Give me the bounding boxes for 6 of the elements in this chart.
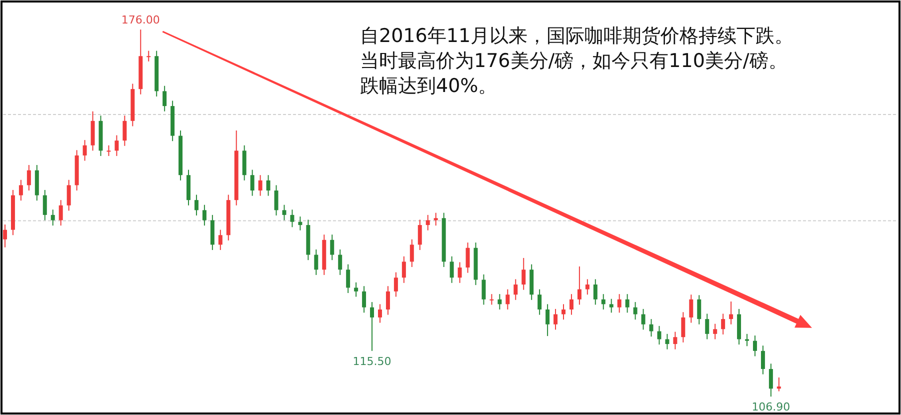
annotation: 自2016年11月以来，国际咖啡期货价格持续下跌。	[360, 25, 794, 47]
annotation: 跌幅达到40%。	[360, 75, 498, 97]
annotation: 115.50	[352, 354, 392, 368]
annotation: 106.90	[752, 400, 790, 414]
annotation: 当时最高价为176美分/磅，如今只有110美分/磅。	[360, 50, 788, 72]
annotation: 176.00	[121, 14, 160, 27]
